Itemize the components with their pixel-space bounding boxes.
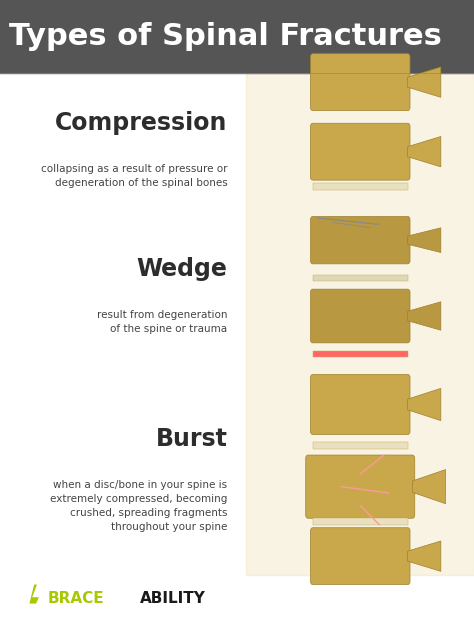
Text: collapsing as a result of pressure or
degeneration of the spinal bones: collapsing as a result of pressure or de… [41, 164, 228, 188]
Polygon shape [408, 67, 441, 97]
Text: Wedge: Wedge [137, 257, 228, 281]
Text: Burst: Burst [155, 427, 228, 451]
FancyBboxPatch shape [310, 374, 410, 435]
Polygon shape [408, 137, 441, 167]
Text: BRACE: BRACE [47, 591, 104, 606]
Bar [313, 518, 408, 525]
Text: result from degeneration
of the spine or trauma: result from degeneration of the spine or… [97, 310, 228, 334]
Bar [246, 73, 474, 575]
FancyBboxPatch shape [306, 455, 415, 518]
FancyBboxPatch shape [310, 289, 410, 343]
Text: Types of Spinal Fractures: Types of Spinal Fractures [9, 22, 442, 51]
Bar [313, 442, 408, 449]
Polygon shape [408, 388, 441, 421]
FancyBboxPatch shape [310, 123, 410, 180]
Bar [313, 275, 408, 281]
Text: Compression: Compression [55, 111, 228, 135]
Polygon shape [408, 302, 441, 331]
Text: when a disc/bone in your spine is
extremely compressed, becoming
crushed, spread: when a disc/bone in your spine is extrem… [50, 480, 228, 532]
Bar [313, 351, 408, 357]
Polygon shape [412, 470, 446, 504]
FancyBboxPatch shape [310, 528, 410, 585]
Text: ABILITY: ABILITY [140, 591, 206, 606]
FancyBboxPatch shape [310, 216, 410, 264]
Bar [0, 0, 474, 73]
Bar [313, 183, 408, 190]
Polygon shape [408, 541, 441, 571]
FancyBboxPatch shape [310, 54, 410, 111]
Polygon shape [408, 228, 441, 252]
Polygon shape [28, 585, 39, 614]
